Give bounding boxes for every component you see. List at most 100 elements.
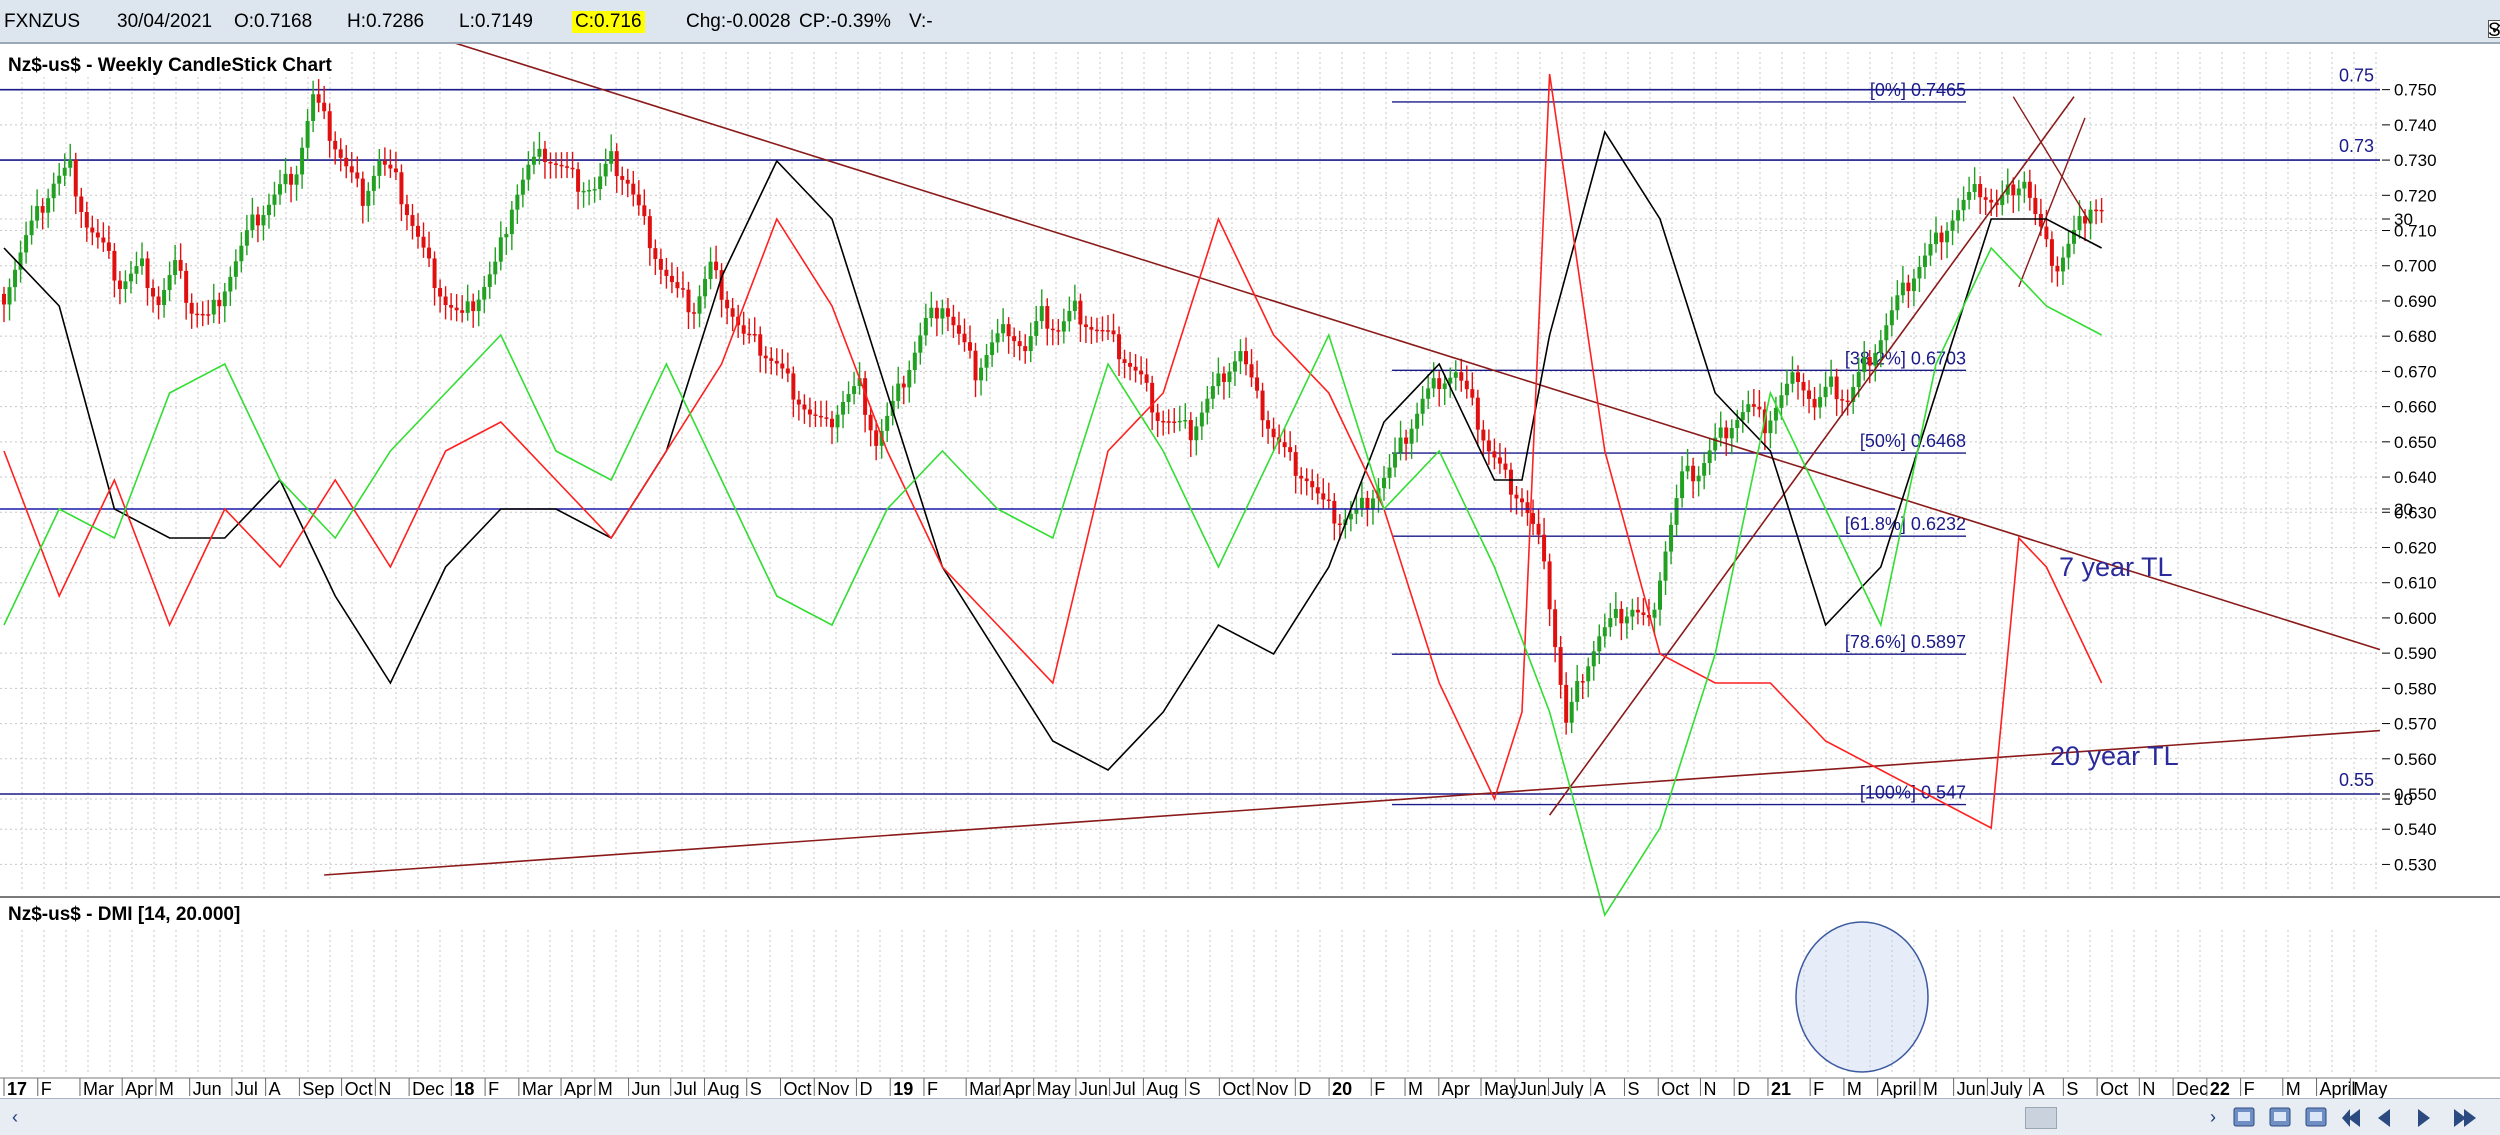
candle-body: [1244, 351, 1248, 365]
candle-body: [206, 314, 211, 316]
fib-level-label: [100%] 0.547: [1860, 783, 1966, 803]
dmi-chart-title: Nz$-us$ - DMI [14, 20.000]: [8, 904, 240, 925]
scrollbar-thumb[interactable]: [2025, 1107, 2057, 1129]
scroll-left-button[interactable]: ‹: [12, 1107, 18, 1127]
candle-body: [692, 312, 696, 314]
candle-body: [471, 301, 476, 312]
candle-body: [609, 151, 614, 164]
x-axis-label: F: [1813, 1079, 1824, 1098]
candle-body: [1939, 232, 1944, 243]
first-icon[interactable]: [2342, 1109, 2360, 1127]
scroll-right-button[interactable]: ›: [2210, 1107, 2216, 1127]
candle-body: [360, 178, 365, 206]
candle-body: [592, 189, 597, 191]
zoom-in-icon[interactable]: [2233, 1107, 2255, 1127]
candle-body: [1332, 500, 1337, 524]
candle-body: [1586, 666, 1591, 682]
candle-body: [531, 156, 536, 165]
chart-canvas[interactable]: 0.750.730.55 [0%] 0.7465[38.2%] 0.6703[5…: [0, 44, 2500, 1098]
candle-body: [680, 288, 685, 290]
candle-body: [1359, 497, 1364, 509]
x-axis-label: 21: [1771, 1079, 1791, 1098]
candle-body: [2049, 239, 2054, 266]
candle-body: [344, 157, 349, 167]
candle-body: [1122, 359, 1127, 363]
candle-body: [1194, 426, 1199, 441]
candle-body: [377, 160, 382, 176]
dmi-series-line: [3, 246, 2102, 917]
candle-body: [460, 310, 465, 313]
x-axis-label: July: [1990, 1079, 2022, 1098]
candle-body: [13, 269, 18, 288]
candle-body: [2094, 209, 2099, 212]
candle-body: [537, 148, 542, 157]
price-y-tick-label: 0.730: [2394, 151, 2437, 170]
candle-body: [84, 212, 89, 228]
candle-body: [1310, 481, 1315, 488]
candle-body: [1773, 407, 1778, 421]
candle-body: [1840, 399, 1845, 401]
candle-body: [1945, 230, 1950, 243]
zoom-out-icon[interactable]: [2269, 1107, 2291, 1127]
x-axis-label: Jun: [1518, 1079, 1547, 1098]
price-y-tick-label: 0.740: [2394, 116, 2437, 135]
candle-body: [576, 169, 581, 192]
candle-body: [1398, 437, 1403, 453]
candle-body: [1542, 534, 1547, 562]
candle-body: [587, 189, 592, 192]
candle-body: [802, 404, 807, 410]
x-axis-label: M: [1847, 1079, 1862, 1098]
fit-icon[interactable]: [2305, 1107, 2327, 1127]
candle-body: [1917, 267, 1922, 279]
candle-body: [1216, 373, 1221, 387]
candle-body: [1779, 395, 1784, 408]
candle-body: [1255, 377, 1260, 391]
show-last-checkbox[interactable]: ✓: [2488, 20, 2500, 38]
change-value: Chg:-0.0028: [686, 11, 791, 32]
candle-body: [686, 289, 691, 313]
candle-body: [979, 367, 984, 381]
candle-body: [1757, 406, 1762, 410]
candle-body: [1067, 310, 1072, 322]
candle-body: [255, 214, 260, 226]
trendline: [324, 729, 2381, 876]
price-y-tick-label: 0.750: [2394, 81, 2437, 100]
candle-body: [1641, 612, 1646, 616]
x-axis-label: Aug: [708, 1079, 740, 1098]
candle-body: [1652, 609, 1657, 618]
candle-body: [1072, 300, 1077, 311]
x-axis-label: Jun: [1079, 1079, 1108, 1098]
x-axis-label: Jul: [235, 1079, 258, 1098]
candle-body: [399, 172, 404, 205]
candle-body: [956, 325, 961, 334]
candle-body: [1790, 372, 1795, 384]
x-axis-label: D: [1298, 1079, 1311, 1098]
candle-body: [327, 111, 332, 141]
candle-body: [427, 247, 432, 259]
dmi-y-axis: 30 20 10: [2382, 210, 2413, 809]
prev-icon[interactable]: [2378, 1109, 2390, 1127]
last-icon[interactable]: [2454, 1109, 2476, 1127]
candle-body: [95, 232, 100, 238]
candle-body: [1111, 330, 1116, 335]
candle-body: [29, 220, 34, 236]
candle-body: [2066, 243, 2071, 258]
candle-body: [1597, 636, 1602, 652]
candle-body: [1856, 372, 1861, 388]
candle-body: [2083, 216, 2088, 224]
next-icon[interactable]: [2418, 1109, 2430, 1127]
candle-body: [393, 168, 398, 173]
candle-body: [493, 261, 498, 275]
candle-body: [703, 279, 708, 297]
candle-body: [945, 308, 950, 317]
candle-body: [1740, 412, 1745, 421]
candle-body: [1282, 442, 1287, 448]
candle-body: [1961, 199, 1966, 211]
price-y-tick-label: 0.580: [2394, 679, 2437, 698]
show-last-label: Show Last: [2488, 20, 2500, 41]
x-axis-label: Mar: [522, 1079, 553, 1098]
candle-body: [311, 94, 316, 121]
candle-body: [658, 258, 663, 270]
candle-body: [1564, 684, 1569, 723]
candle-body: [233, 261, 238, 277]
